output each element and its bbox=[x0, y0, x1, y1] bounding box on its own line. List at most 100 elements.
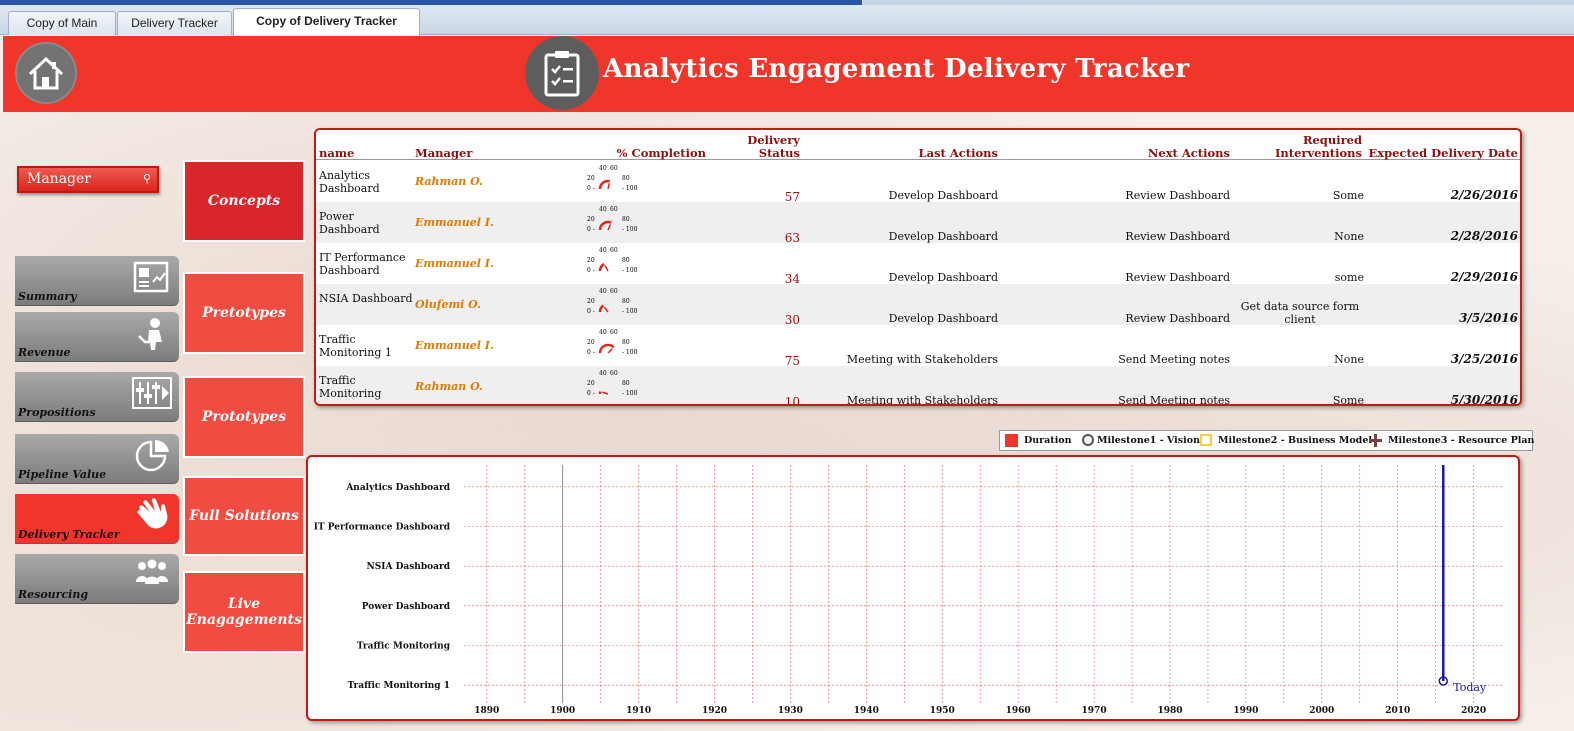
row-delivery-status: 34 bbox=[784, 272, 800, 286]
row-name: IT Performance Dashboard bbox=[319, 251, 406, 277]
row-expected-delivery-date: 5/30/2016 bbox=[1450, 393, 1518, 406]
gantt-category-label: Traffic Monitoring bbox=[357, 642, 451, 652]
tab-copy-of-main[interactable]: Copy of Main bbox=[8, 11, 116, 35]
header-next-actions: Next Actions bbox=[1147, 146, 1230, 160]
nav-resourcing[interactable]: Resourcing bbox=[15, 554, 179, 604]
gantt-x-tick-label: 1920 bbox=[702, 706, 727, 716]
table-row[interactable]: IT Performance Dashboard Emmanuel I. 40 60 2… bbox=[316, 243, 1520, 286]
gauge-tick-60: 60 bbox=[610, 288, 618, 295]
gauge-tick-80: 80 bbox=[622, 380, 630, 387]
header-required-interventions: Required Interventions bbox=[1275, 133, 1362, 160]
row-manager: Rahman O. bbox=[415, 380, 483, 393]
gantt-chart-svg: Analytics Dashboard IT Performance Dashbo… bbox=[314, 465, 1504, 716]
gantt-chart: Analytics Dashboard IT Performance Dashbo… bbox=[306, 455, 1520, 721]
row-expected-delivery-date: 2/28/2016 bbox=[1450, 229, 1518, 243]
row-name: NSIA Dashboard bbox=[319, 292, 413, 305]
gantt-x-tick-label: 1910 bbox=[626, 706, 651, 716]
row-required-interventions: Get data source form client bbox=[1240, 300, 1360, 326]
gantt-category-label: Analytics Dashboard bbox=[345, 483, 450, 493]
gauge-tick-0: 0 - bbox=[587, 226, 595, 233]
nav-summary[interactable]: Summary bbox=[15, 256, 179, 306]
clipboard-button[interactable] bbox=[525, 36, 599, 110]
gauge-tick-20: 20 bbox=[587, 216, 595, 223]
gauge-needle bbox=[607, 182, 611, 190]
row-name: Traffic Monitoring 1 bbox=[319, 333, 392, 359]
gantt-x-tick-label: 1930 bbox=[778, 706, 803, 716]
nav-revenue[interactable]: Revenue bbox=[15, 312, 179, 362]
gauge-tick-60: 60 bbox=[610, 247, 618, 254]
header-manager: Manager bbox=[415, 146, 473, 160]
row-last-actions: Meeting with Stakeholders bbox=[846, 353, 998, 366]
home-icon bbox=[28, 56, 64, 90]
category-live-engagements-button[interactable]: Live Enagagements bbox=[183, 571, 305, 653]
nav-delivery-tracker-label: Delivery Tracker bbox=[18, 528, 120, 541]
row-delivery-status: 63 bbox=[784, 231, 800, 245]
completion-gauge: 40 60 20 80 0 - - 100 bbox=[587, 329, 638, 356]
gauge-needle bbox=[603, 306, 609, 313]
legend-duration-swatch bbox=[1005, 434, 1018, 447]
gauge-tick-80: 80 bbox=[622, 175, 630, 182]
row-last-actions: Develop Dashboard bbox=[888, 189, 998, 202]
legend-milestone1-marker bbox=[1082, 434, 1094, 446]
tab-delivery-tracker[interactable]: Delivery Tracker bbox=[117, 11, 232, 35]
gauge-tick-40: 40 bbox=[599, 288, 607, 295]
row-next-actions: Review Dashboard bbox=[1125, 312, 1230, 325]
completion-gauge: 40 60 20 80 0 - - 100 bbox=[587, 165, 638, 192]
window-top-border bbox=[0, 0, 1574, 5]
table-row[interactable]: Traffic Monitoring 1 Emmanuel I. 40 60 20 80 0… bbox=[316, 325, 1520, 368]
gauge-tick-100: - 100 bbox=[622, 308, 638, 315]
nav-pipeline-value[interactable]: Pipeline Value bbox=[15, 434, 179, 484]
gantt-category-label: IT Performance Dashboard bbox=[314, 523, 451, 533]
row-next-actions: Review Dashboard bbox=[1125, 230, 1230, 243]
manager-slicer-button[interactable]: Manager ⚲ bbox=[17, 166, 159, 193]
table-row[interactable]: Analytics Dashboard Rahman O. 40 60 20 80 0 - -… bbox=[316, 161, 1520, 204]
gantt-x-tick-label: 1900 bbox=[550, 706, 575, 716]
gauge-tick-0: 0 - bbox=[587, 185, 595, 192]
header-delivery-status: Delivery Status bbox=[747, 133, 800, 160]
gauge-tick-80: 80 bbox=[622, 298, 630, 305]
gauge-tick-0: 0 - bbox=[587, 390, 595, 397]
gantt-category-label: Traffic Monitoring 1 bbox=[347, 681, 450, 691]
gauge-tick-40: 40 bbox=[599, 329, 607, 336]
gantt-category-label: Power Dashboard bbox=[362, 602, 451, 612]
gauge-tick-20: 20 bbox=[587, 257, 595, 264]
category-full-solutions-button[interactable]: Full Solutions bbox=[183, 476, 305, 556]
table-row[interactable]: Traffic Monitoring Rahman O. 40 60 20 80 0 - - … bbox=[316, 366, 1520, 406]
category-prototypes-button[interactable]: Prototypes bbox=[183, 376, 305, 458]
gauge-tick-80: 80 bbox=[622, 339, 630, 346]
gauge-needle bbox=[607, 348, 613, 354]
gauge-arc bbox=[598, 343, 615, 354]
category-pretotypes-button[interactable]: Pretotypes bbox=[183, 272, 305, 354]
row-next-actions: Send Meeting notes bbox=[1118, 394, 1230, 406]
gantt-x-tick-label: 1960 bbox=[1006, 706, 1031, 716]
tab-copy-of-delivery-tracker[interactable]: Copy of Delivery Tracker bbox=[233, 8, 420, 36]
home-button[interactable] bbox=[15, 42, 77, 104]
completion-gauge: 40 60 20 80 0 - - 100 bbox=[587, 288, 638, 315]
row-name: Analytics Dashboard bbox=[319, 169, 380, 195]
gauge-arc bbox=[598, 262, 605, 272]
table-row[interactable]: NSIA Dashboard Olufemi O. 40 60 20 80 0 - - 100… bbox=[316, 284, 1520, 327]
nav-propositions[interactable]: Propositions bbox=[15, 372, 179, 422]
gauge-tick-60: 60 bbox=[610, 329, 618, 336]
gauge-needle bbox=[602, 391, 609, 395]
row-expected-delivery-date: 3/25/2016 bbox=[1450, 352, 1518, 366]
table-row[interactable]: Power Dashboard Emmanuel I. 40 60 20 80 0 - - 1… bbox=[316, 202, 1520, 245]
pie-chart-icon bbox=[135, 439, 169, 472]
gantt-x-tick-label: 1950 bbox=[930, 706, 955, 716]
row-next-actions: Send Meeting notes bbox=[1118, 353, 1230, 366]
row-last-actions: Meeting with Stakeholders bbox=[846, 394, 998, 406]
nav-delivery-tracker[interactable]: Delivery Tracker bbox=[15, 494, 179, 544]
gauge-tick-100: - 100 bbox=[622, 390, 638, 397]
person-laptop-icon bbox=[138, 318, 162, 350]
completion-gauge: 40 60 20 80 0 - - 100 bbox=[587, 370, 638, 397]
gantt-x-tick-label: 1980 bbox=[1157, 706, 1182, 716]
category-concepts-button[interactable]: Concepts bbox=[183, 160, 305, 242]
gauge-tick-0: 0 - bbox=[587, 267, 595, 274]
row-last-actions: Develop Dashboard bbox=[888, 271, 998, 284]
gauge-tick-100: - 100 bbox=[622, 185, 638, 192]
legend-milestone3-label: Milestone3 - Resource Plan bbox=[1388, 435, 1535, 446]
gauge-arc bbox=[598, 304, 605, 313]
legend-milestone3-marker bbox=[1369, 434, 1382, 447]
gauge-tick-80: 80 bbox=[622, 257, 630, 264]
row-manager: Emmanuel I. bbox=[415, 257, 494, 270]
